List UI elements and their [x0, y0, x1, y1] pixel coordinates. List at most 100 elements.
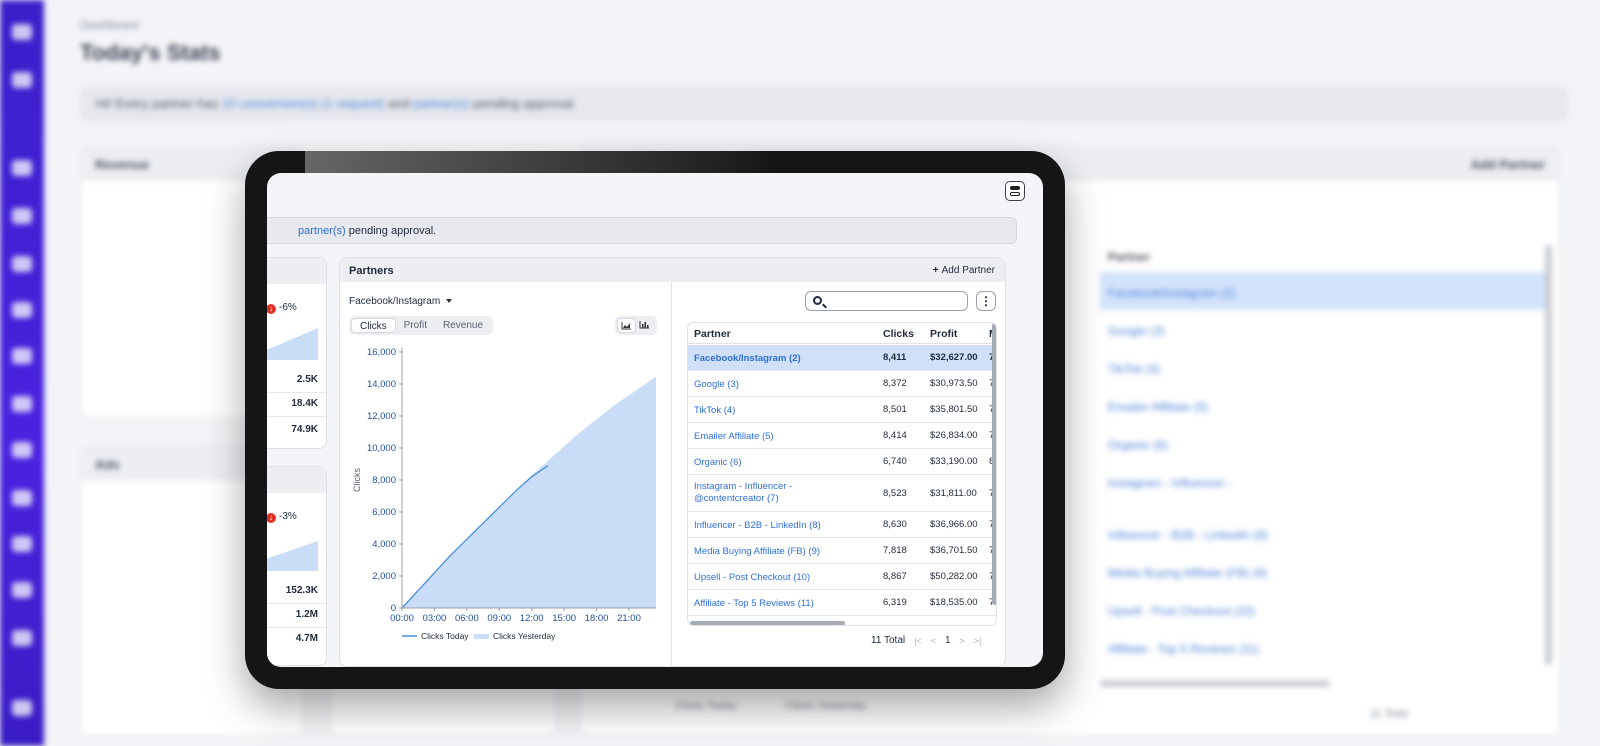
area-chart-button[interactable] [617, 318, 636, 333]
y-tick-label: 2,000 [372, 571, 396, 582]
next-page-button[interactable]: > [959, 635, 965, 646]
bar-chart-icon [639, 321, 649, 329]
megaphone-icon [12, 302, 32, 318]
extra-cell: 7 [989, 597, 994, 608]
clicks-cell: 8,414 [883, 430, 907, 441]
bg-row: Instagram - Influencer - [1108, 476, 1233, 490]
table-row[interactable]: Google (3) 8,372 $30,973.50 7 [688, 371, 996, 397]
kpi-value: 18.4K [291, 398, 318, 409]
profit-cell: $33,190.00 [930, 456, 978, 467]
metric-tabs: Clicks Profit Revenue [349, 316, 494, 335]
link-icon [12, 442, 32, 458]
first-page-button[interactable]: |< [914, 635, 922, 646]
table-row[interactable]: Facebook/Instagram (2) 8,411 $32,627.00 7 [688, 345, 996, 371]
current-page[interactable]: 1 [944, 635, 951, 646]
profit-cell: $31,811.00 [930, 488, 977, 499]
partner-name-link[interactable]: Instagram - Influencer - @contentcreator… [694, 481, 793, 504]
table-row[interactable]: Media Buying Affiliate (FB) (9) 7,818 $36,… [688, 538, 996, 564]
bg-banner-prefix: Hi! Every partner has [96, 96, 219, 111]
bar-chart-button[interactable] [636, 318, 655, 333]
table-row[interactable]: Influencer - B2B - LinkedIn (8) 8,630 $36,… [688, 512, 996, 538]
partner-name-link[interactable]: Upsell - Post Checkout (10) [694, 572, 811, 583]
partner-name-link[interactable]: Facebook/Instagram (2) [694, 353, 801, 364]
x-tick-label: 03:00 [423, 613, 447, 624]
tab-profit[interactable]: Profit [403, 320, 428, 331]
more-options-button[interactable]: ⋮ [976, 291, 996, 311]
profit-cell: $30,973.50 [930, 378, 978, 389]
extra-cell: 7 [989, 519, 994, 530]
last-page-button[interactable]: >| [973, 635, 982, 646]
partner-name-link[interactable]: Emailer Affiliate (5) [694, 431, 774, 442]
kpi-divider [267, 627, 326, 628]
pending-partners-link[interactable]: partner(s) [298, 225, 346, 237]
table-row[interactable]: Affiliate - Top 5 Reviews (11) 6,319 $18,5… [688, 590, 996, 616]
x-tick-label: 09:00 [487, 613, 511, 624]
clicks-cell: 7,818 [883, 545, 907, 556]
clicks-cell: 8,411 [883, 352, 907, 363]
extra-cell: 7 [989, 488, 994, 499]
kpi-change: ↓ -6% [267, 302, 297, 314]
folder-icon [12, 208, 32, 224]
col-clicks[interactable]: Clicks [883, 328, 914, 340]
profit-cell: $36,701.50 [930, 545, 978, 556]
prev-page-button[interactable]: < [930, 635, 936, 646]
partners-table: Partner Clicks Profit M Facebook/Instagr… [687, 322, 997, 626]
partner-name-link[interactable]: TikTok (4) [694, 405, 736, 416]
bg-banner-middle: and [387, 96, 410, 111]
table-row[interactable]: Upsell - Post Checkout (10) 8,867 $50,282.… [688, 564, 996, 590]
kpi-value: 4.7M [295, 633, 318, 644]
bg-row: Upsell - Post Checkout (10) [1108, 604, 1255, 618]
partner-name-link[interactable]: Media Buying Affiliate (FB) (9) [694, 546, 821, 557]
col-partner[interactable]: Partner [694, 328, 731, 340]
kpi-value: 74.9K [291, 424, 318, 435]
y-tick-label: 14,000 [367, 379, 396, 390]
toggle-settings-button[interactable] [1005, 181, 1025, 201]
add-partner-button[interactable]: + Add Partner [933, 265, 995, 276]
kpi-card-header [267, 467, 326, 493]
horizontal-scrollbar[interactable] [690, 621, 845, 625]
extra-cell: 7 [989, 352, 994, 363]
table-row[interactable]: Emailer Affiliate (5) 8,414 $26,834.00 7 [688, 423, 996, 449]
partner-search[interactable] [805, 291, 968, 311]
col-profit[interactable]: Profit [930, 328, 958, 340]
tab-clicks[interactable]: Clicks [351, 318, 396, 333]
y-tick-label: 6,000 [372, 507, 396, 518]
partner-name-link[interactable]: Organic (6) [694, 457, 742, 468]
plus-icon: + [932, 265, 939, 276]
background-breadcrumb: Dashboard [80, 18, 139, 32]
table-row[interactable]: Organic (6) 6,740 $33,190.00 8 [688, 449, 996, 475]
star-icon [12, 536, 32, 552]
partner-select-dropdown[interactable]: Facebook/Instagram [349, 296, 453, 307]
series-clicks-yesterday-area [402, 376, 656, 608]
table-row[interactable]: Instagram - Influencer - @contentcreator… [688, 475, 996, 512]
table-row[interactable]: TikTok (4) 8,501 $35,801.50 7 [688, 397, 996, 423]
y-tick-label: 12,000 [367, 411, 396, 422]
series-clicks-today-line [401, 465, 549, 609]
x-tick-label: 00:00 [390, 613, 414, 624]
chart-type-toggle [615, 316, 657, 335]
search-icon [12, 72, 32, 88]
bg-row: Emailer Affiliate (5) [1108, 400, 1209, 414]
bg-banner-link1: 10 conversion(s) (1 request) [221, 96, 385, 111]
area-chart-icon [621, 322, 631, 330]
profit-cell: $18,535.00 [930, 597, 978, 608]
tab-revenue[interactable]: Revenue [443, 320, 484, 331]
search-input[interactable] [828, 294, 964, 308]
vertical-scrollbar[interactable] [992, 323, 996, 605]
total-count: 11 Total [871, 635, 906, 646]
background-sidebar [0, 0, 44, 746]
extra-cell: 7 [989, 378, 994, 389]
down-arrow-icon: ↓ [267, 304, 276, 314]
partner-name-link[interactable]: Affiliate - Top 5 Reviews (11) [694, 598, 814, 609]
toggle-icon [1010, 192, 1020, 196]
partner-name-link[interactable]: Google (3) [694, 379, 739, 390]
building-icon [12, 396, 32, 412]
kpi-card-1: ↓ -6% 2.5K 18.4K 74.9K [267, 257, 327, 449]
profit-cell: $26,834.00 [930, 430, 978, 441]
partner-select-value: Facebook/Instagram [349, 296, 441, 307]
background-banner: Hi! Every partner has 10 conversion(s) (… [80, 86, 1568, 122]
extra-cell: 8 [989, 456, 994, 467]
kpi-card-header [267, 258, 326, 284]
kpi-change-value: -3% [279, 511, 297, 522]
partner-name-link[interactable]: Influencer - B2B - LinkedIn (8) [694, 520, 821, 531]
